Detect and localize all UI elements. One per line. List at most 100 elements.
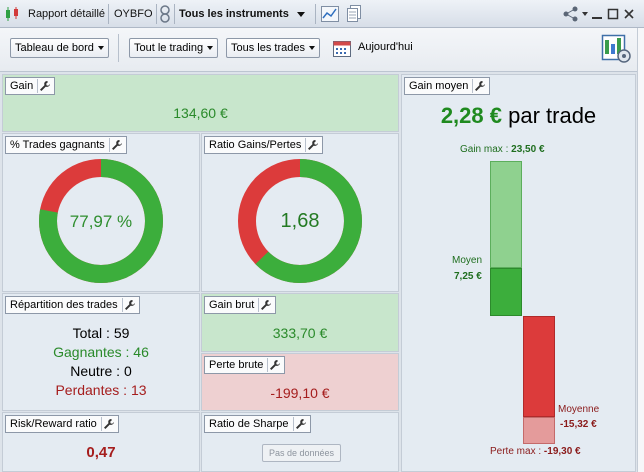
separator (174, 4, 175, 24)
mean-gain-bar (490, 268, 522, 316)
max-gain-value: 23,50 € (511, 144, 545, 155)
wrench-icon[interactable] (121, 298, 136, 313)
ratio-panel: Ratio Gains/Pertes 1,68 (201, 133, 399, 292)
scroll-strip (637, 28, 644, 472)
stat-total-value: 59 (113, 325, 130, 341)
max-gain-text: Gain max : (460, 144, 509, 155)
risk-reward-panel: Risk/Reward ratio 0,47 (2, 412, 200, 472)
title-bar: Rapport détaillé OYBFO Tous les instrume… (0, 0, 644, 28)
ratio-title: Ratio Gains/Pertes (204, 136, 324, 154)
gross-gain-title-label: Gain brut (209, 299, 255, 311)
stat-total-label: Total : (72, 325, 110, 341)
gain-value: 134,60 € (173, 105, 228, 121)
line-chart-icon[interactable] (321, 6, 339, 22)
wrench-icon[interactable] (305, 138, 319, 153)
chevron-down-icon[interactable] (582, 12, 588, 16)
max-gain-bar (490, 161, 522, 268)
max-loss-bar (523, 417, 555, 444)
trading-label: Tout le trading (134, 42, 204, 54)
avg-gain-title: Gain moyen (404, 77, 491, 95)
max-loss-text: Perte max : (490, 446, 542, 457)
max-loss-value: -19,30 € (543, 446, 581, 457)
maximize-icon[interactable] (607, 7, 619, 21)
donut-win-arc (39, 159, 163, 283)
ratio-donut (238, 159, 362, 283)
risk-reward-title: Risk/Reward ratio (5, 415, 119, 433)
win-trades-value: 77,97 % (69, 212, 133, 231)
document-icon[interactable] (346, 5, 362, 23)
win-trades-title: % Trades gagnants (5, 136, 127, 154)
chevron-down-icon (97, 46, 104, 51)
stat-won-label: Gagnantes : (53, 344, 130, 360)
distribution-title: Répartition des trades (5, 296, 140, 314)
avg-gain-unit: par trade (508, 103, 597, 128)
close-icon[interactable] (623, 7, 635, 21)
stat-neutral: Neutre : 0 (3, 362, 199, 381)
wrench-icon[interactable] (37, 79, 51, 94)
max-loss-label: Perte max : -19,30 € (490, 446, 581, 457)
stat-neutral-value: 0 (123, 363, 132, 379)
instruments-dropdown[interactable]: Tous les instruments (179, 0, 305, 28)
stat-won-value: 46 (133, 344, 149, 360)
stat-lost: Perdantes : 13 (3, 381, 199, 400)
separator (108, 4, 109, 24)
separator (118, 34, 119, 62)
wrench-icon[interactable] (258, 298, 272, 313)
account-label[interactable]: OYBFO (114, 8, 153, 20)
trading-dropdown[interactable]: Tout le trading (129, 38, 219, 58)
gross-loss-title-label: Perte brute (209, 359, 264, 371)
risk-reward-value: 0,47 (86, 444, 116, 461)
max-gain-label: Gain max : 23,50 € (460, 144, 545, 155)
wrench-icon[interactable] (100, 417, 115, 432)
mean-loss-bar (523, 316, 555, 417)
gross-loss-title: Perte brute (204, 356, 286, 374)
sharpe-panel: Ratio de Sharpe Pas de données (201, 412, 399, 472)
calendar-icon[interactable] (332, 38, 352, 58)
chart-candles-icon[interactable] (4, 6, 20, 22)
link-chain-icon[interactable] (160, 5, 170, 23)
report-title[interactable]: Rapport détaillé (28, 8, 106, 20)
win-trades-panel: % Trades gagnants 77,97 % (2, 133, 200, 292)
no-data-button[interactable]: Pas de données (262, 444, 342, 462)
avg-gain-panel: Gain moyen 2,28 € par trade Gain max : 2… (401, 74, 636, 472)
wrench-icon[interactable] (292, 417, 307, 432)
distribution-title-label: Répartition des trades (10, 299, 118, 311)
separator (156, 4, 157, 24)
report-settings-icon[interactable] (600, 32, 632, 64)
separator (315, 4, 316, 24)
donut-gain-arc (238, 159, 362, 283)
stat-won: Gagnantes : 46 (3, 343, 199, 362)
share-icon[interactable] (562, 5, 580, 23)
win-trades-title-label: % Trades gagnants (10, 139, 105, 151)
gross-gain-panel: Gain brut 333,70 € (201, 293, 399, 352)
gross-loss-value: -199,10 € (270, 385, 330, 401)
gain-title-label: Gain (10, 80, 34, 92)
wrench-icon[interactable] (108, 138, 123, 153)
wrench-icon[interactable] (267, 358, 281, 373)
sharpe-title-label: Ratio de Sharpe (209, 418, 289, 430)
minimize-icon[interactable] (591, 7, 603, 21)
stat-lost-label: Perdantes : (55, 382, 128, 398)
gain-panel: Gain 134,60 € (2, 74, 399, 132)
gross-loss-panel: Perte brute -199,10 € (201, 353, 399, 411)
win-trades-donut (39, 159, 163, 283)
stat-lost-value: 13 (130, 382, 147, 398)
risk-reward-title-label: Risk/Reward ratio (10, 418, 97, 430)
mean-loss-label: Moyenne (558, 404, 600, 415)
gross-gain-value: 333,70 € (272, 325, 328, 341)
avg-gain-headline: 2,28 € par trade (402, 103, 635, 129)
mean-gain-value: 7,25 € (454, 271, 482, 282)
today-button[interactable]: Aujourd'hui (358, 41, 413, 53)
gain-title: Gain (5, 77, 56, 95)
distribution-panel: Répartition des trades Total : 59 Gagnan… (2, 293, 200, 411)
wrench-icon[interactable] (472, 79, 486, 94)
dashboard-dropdown[interactable]: Tableau de bord (10, 38, 109, 58)
sharpe-title: Ratio de Sharpe (204, 415, 311, 433)
chevron-down-icon (207, 46, 214, 51)
chevron-down-icon (296, 11, 305, 17)
trades-dropdown[interactable]: Tous les trades (226, 38, 320, 58)
chevron-down-icon (308, 46, 315, 51)
mean-loss-value: -15,32 € (560, 419, 597, 430)
stat-neutral-label: Neutre : (70, 363, 121, 379)
ratio-title-label: Ratio Gains/Pertes (209, 139, 302, 151)
